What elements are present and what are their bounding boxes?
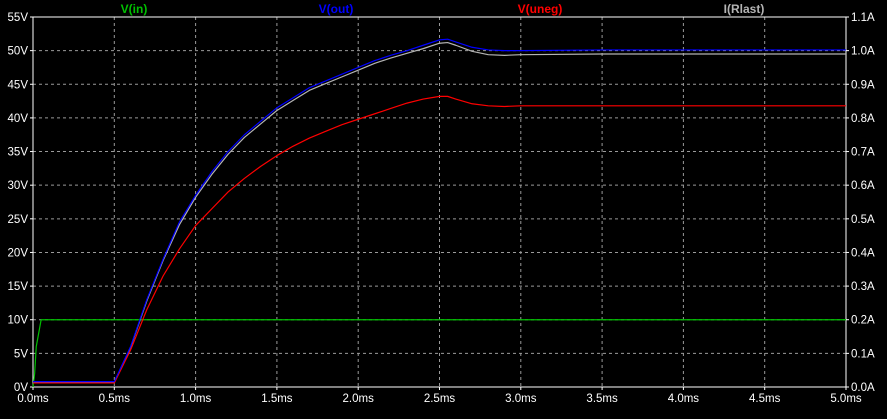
y-left-tick-label: 50V — [8, 46, 29, 58]
x-tick-label: 1.5ms — [261, 393, 293, 405]
y-left-tick-label: 25V — [8, 214, 29, 226]
traces[interactable] — [32, 38, 846, 388]
y-left-tick-label: 5V — [14, 348, 28, 360]
y-right-tick-label: 0.3A — [851, 281, 875, 293]
series-line-v-out[interactable] — [33, 38, 846, 383]
y-left-tick-label: 15V — [8, 281, 29, 293]
y-left-tick-label: 55V — [8, 12, 29, 24]
legend[interactable]: V(in) V(out) V(uneg) I(Rlast) — [121, 2, 765, 16]
legend-label[interactable]: V(uneg) — [518, 2, 563, 16]
x-tick-label: 3.5ms — [586, 393, 618, 405]
y-left-tick-label: 35V — [8, 147, 29, 159]
series-line-v-in[interactable] — [32, 319, 846, 388]
series-line-i-rlast[interactable] — [33, 41, 846, 383]
x-tick-label: 1.0ms — [180, 393, 212, 405]
y-right-tick-label: 0.0A — [851, 382, 875, 394]
y-right-tick-label: 1.1A — [851, 12, 875, 24]
y-right-tick-label: 0.8A — [851, 113, 875, 125]
x-tick-label: 3.0ms — [505, 393, 537, 405]
legend-label[interactable]: V(in) — [121, 2, 148, 16]
y-right-tick-label: 0.1A — [851, 348, 875, 360]
y-left-tick-label: 40V — [8, 113, 29, 125]
y-right-tick-label: 0.4A — [851, 247, 875, 259]
y-left-tick-label: 20V — [8, 247, 29, 259]
y-right-tick-label: 1.0A — [851, 46, 875, 58]
y-left-tick-label: 0V — [14, 382, 28, 394]
axis-ticks: 0V 0.0A 5V 0.1A 10V 0.2A 15V 0.3A 20V 0.4A 25V 0.5A… — [8, 12, 875, 405]
x-tick-label: 0.0ms — [17, 393, 49, 405]
y-right-tick-label: 0.5A — [851, 214, 875, 226]
x-tick-label: 2.0ms — [343, 393, 375, 405]
y-right-tick-label: 0.6A — [851, 180, 875, 192]
x-tick-label: 5.0ms — [830, 393, 862, 405]
x-tick-label: 0.5ms — [99, 393, 131, 405]
y-right-tick-label: 0.2A — [851, 315, 875, 327]
x-tick-label: 4.5ms — [749, 393, 781, 405]
y-right-tick-label: 0.9A — [851, 79, 875, 91]
legend-label[interactable]: I(Rlast) — [724, 2, 765, 16]
x-tick-label: 4.0ms — [668, 393, 700, 405]
x-tick-label: 2.5ms — [424, 393, 456, 405]
y-left-tick-label: 45V — [8, 79, 29, 91]
series-line-v-uneg[interactable] — [33, 95, 846, 384]
y-left-tick-label: 30V — [8, 180, 29, 192]
y-left-tick-label: 10V — [8, 315, 29, 327]
grid — [33, 17, 846, 387]
y-right-tick-label: 0.7A — [851, 147, 875, 159]
legend-label[interactable]: V(out) — [319, 2, 354, 16]
